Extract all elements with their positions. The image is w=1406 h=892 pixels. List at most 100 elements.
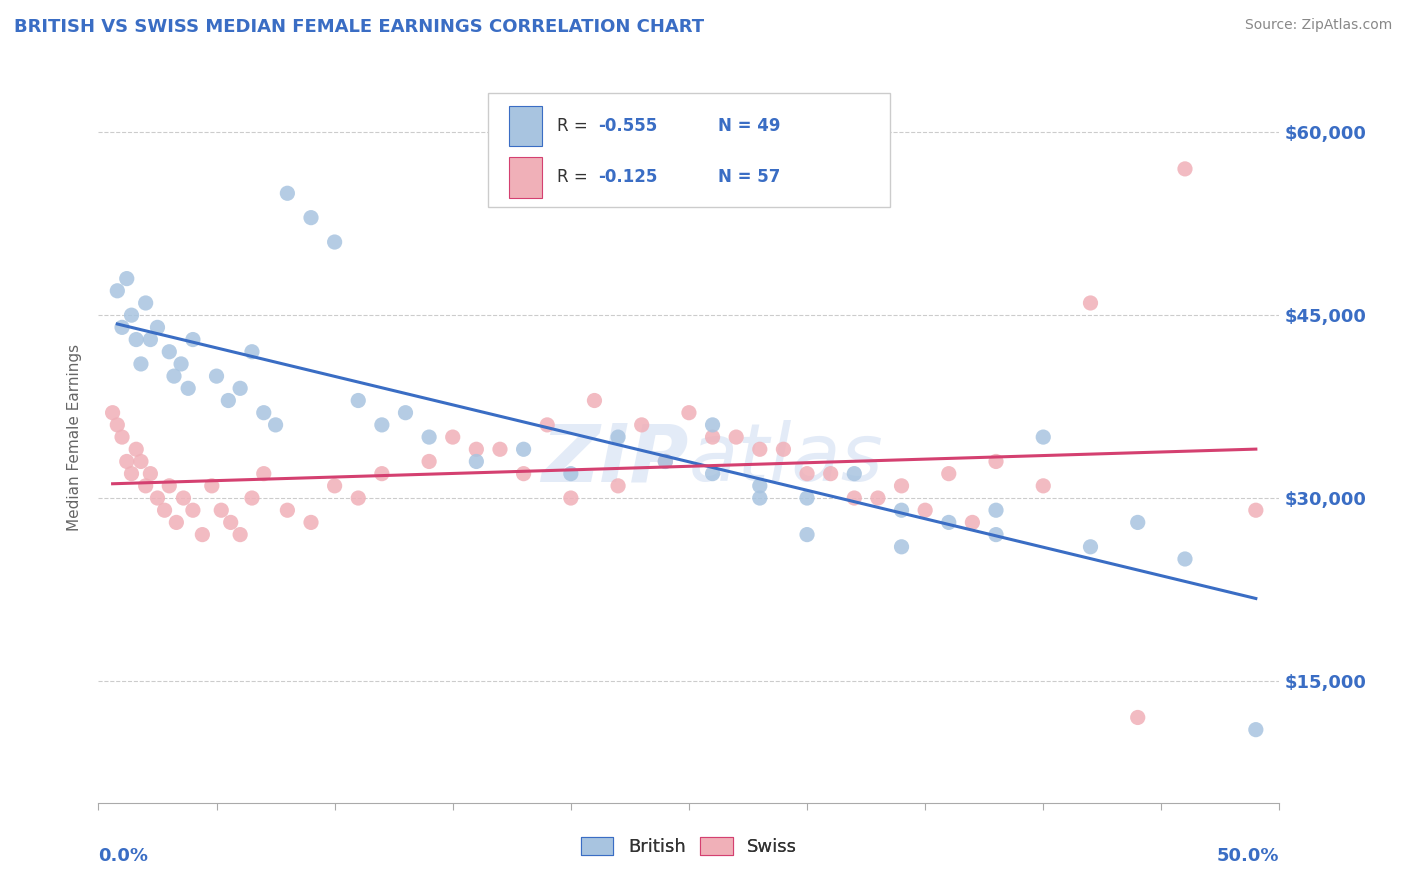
Point — [748, 491, 770, 505]
Point — [253, 406, 276, 420]
Point — [1080, 296, 1102, 310]
Point — [1244, 723, 1267, 737]
Point — [890, 503, 912, 517]
Point — [229, 527, 252, 541]
Text: N = 49: N = 49 — [718, 117, 780, 136]
Point — [866, 491, 889, 505]
Point — [489, 442, 512, 457]
Text: R =: R = — [557, 117, 593, 136]
Point — [465, 442, 488, 457]
Point — [512, 467, 534, 481]
Text: -0.555: -0.555 — [598, 117, 657, 136]
Point — [111, 430, 134, 444]
Point — [1080, 540, 1102, 554]
Point — [276, 503, 298, 517]
Point — [105, 284, 128, 298]
Point — [441, 430, 464, 444]
Point — [181, 333, 204, 347]
Text: -0.125: -0.125 — [598, 169, 658, 186]
Point — [1244, 503, 1267, 517]
Point — [984, 454, 1007, 468]
Point — [748, 442, 770, 457]
Text: 50.0%: 50.0% — [1218, 847, 1279, 864]
Point — [139, 467, 162, 481]
Point — [890, 540, 912, 554]
Point — [139, 333, 162, 347]
Point — [135, 296, 157, 310]
Point — [678, 406, 700, 420]
Text: ZIP: ZIP — [541, 420, 689, 498]
Point — [772, 442, 794, 457]
Point — [121, 467, 143, 481]
Point — [371, 417, 394, 432]
Point — [702, 430, 724, 444]
Point — [583, 393, 606, 408]
Point — [371, 467, 394, 481]
Point — [962, 516, 984, 530]
Point — [115, 454, 138, 468]
Point — [844, 467, 866, 481]
Point — [607, 430, 630, 444]
Point — [146, 491, 169, 505]
Point — [560, 467, 582, 481]
Point — [1032, 430, 1054, 444]
Point — [1174, 161, 1197, 176]
Point — [229, 381, 252, 395]
Point — [560, 491, 582, 505]
Point — [702, 417, 724, 432]
Point — [654, 454, 676, 468]
Point — [748, 479, 770, 493]
Point — [157, 479, 180, 493]
Point — [347, 393, 370, 408]
Point — [125, 442, 148, 457]
Point — [240, 491, 263, 505]
Point — [157, 344, 180, 359]
Point — [1174, 552, 1197, 566]
Point — [153, 503, 176, 517]
Point — [219, 516, 242, 530]
Point — [172, 491, 194, 505]
Point — [299, 516, 322, 530]
Point — [323, 479, 346, 493]
Point — [418, 430, 440, 444]
FancyBboxPatch shape — [509, 157, 543, 197]
Point — [938, 516, 960, 530]
Point — [299, 211, 322, 225]
Point — [111, 320, 134, 334]
Point — [394, 406, 416, 420]
Point — [129, 454, 152, 468]
Point — [135, 479, 157, 493]
Point — [201, 479, 224, 493]
Point — [115, 271, 138, 285]
Point — [607, 479, 630, 493]
Point — [938, 467, 960, 481]
Text: R =: R = — [557, 169, 593, 186]
Point — [654, 454, 676, 468]
Point — [796, 491, 818, 505]
Y-axis label: Median Female Earnings: Median Female Earnings — [67, 343, 83, 531]
Point — [630, 417, 652, 432]
Point — [217, 393, 239, 408]
Point — [323, 235, 346, 249]
Point — [181, 503, 204, 517]
Point — [725, 430, 748, 444]
FancyBboxPatch shape — [509, 106, 543, 146]
Legend: British, Swiss: British, Swiss — [574, 830, 804, 863]
Point — [105, 417, 128, 432]
Point — [418, 454, 440, 468]
Point — [914, 503, 936, 517]
Point — [129, 357, 152, 371]
Point — [240, 344, 263, 359]
Point — [984, 503, 1007, 517]
Point — [465, 454, 488, 468]
Point — [264, 417, 287, 432]
Point — [146, 320, 169, 334]
Point — [347, 491, 370, 505]
Point — [1126, 516, 1149, 530]
Text: N = 57: N = 57 — [718, 169, 780, 186]
Point — [177, 381, 200, 395]
Text: Source: ZipAtlas.com: Source: ZipAtlas.com — [1244, 18, 1392, 32]
Text: 0.0%: 0.0% — [98, 847, 149, 864]
Point — [1032, 479, 1054, 493]
Point — [276, 186, 298, 201]
